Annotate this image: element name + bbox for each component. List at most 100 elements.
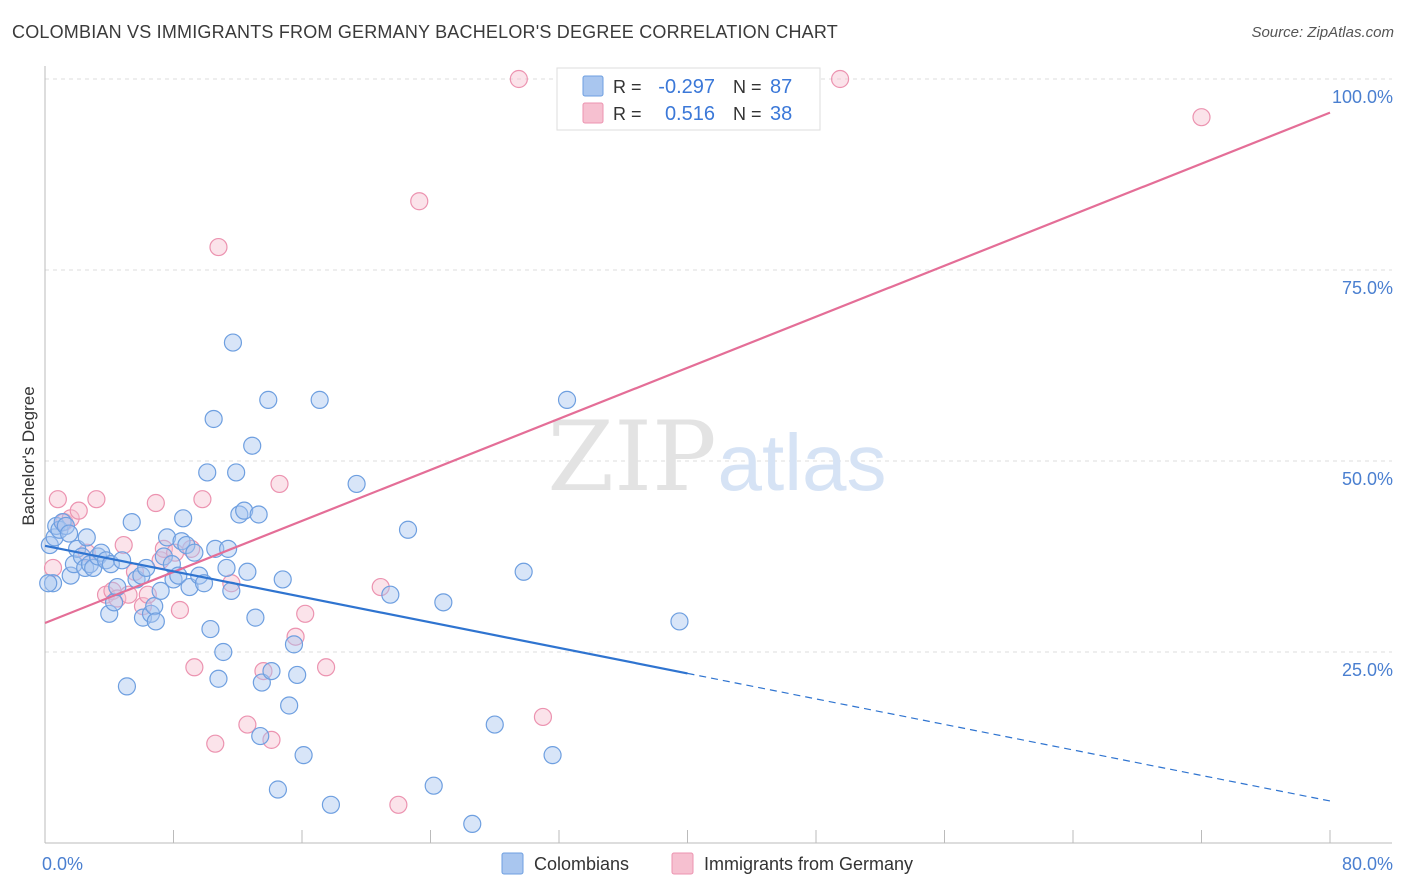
correlation-legend: R = -0.297 N = 87 R = 0.516 N = 38 — [556, 67, 821, 131]
pink-point — [533, 707, 553, 727]
blue-point — [157, 528, 177, 547]
axes — [44, 66, 1392, 844]
series-swatch-colombians — [501, 852, 524, 875]
grid-lines — [45, 78, 1392, 653]
legend-swatch-pink — [582, 102, 604, 124]
watermark-zip: ZIP — [547, 401, 716, 513]
series-label-germany: Immigrants from Germany — [704, 854, 913, 874]
pink-point — [154, 539, 173, 558]
pink-point — [146, 493, 165, 513]
pink-point — [262, 730, 281, 749]
blue-point — [381, 585, 400, 604]
pink-point — [389, 795, 408, 814]
series-label-colombians: Colombians — [534, 854, 629, 874]
blue-point — [100, 604, 119, 623]
blue-point — [145, 597, 164, 616]
blue-point — [185, 543, 204, 562]
blue-point — [238, 562, 257, 581]
blue-point — [204, 409, 223, 429]
pink-point — [270, 474, 289, 494]
pink-point — [371, 577, 390, 597]
blue-point — [223, 333, 243, 352]
pink-point — [1192, 108, 1211, 127]
y-axis-title: Bachelor's Degree — [19, 386, 38, 525]
series-legend: Colombians Immigrants from Germany — [501, 852, 913, 875]
blue-point — [61, 566, 80, 585]
blue-point — [117, 677, 137, 696]
blue-point — [198, 463, 217, 482]
blue-point — [514, 562, 533, 581]
blue-point — [122, 513, 141, 532]
y-tick-label: 50.0% — [1342, 469, 1393, 489]
pink-point — [830, 69, 850, 89]
legend-n-value-pink: 38 — [770, 103, 792, 125]
blue-point — [146, 612, 165, 631]
blue-point — [243, 436, 262, 455]
blue-point — [347, 474, 366, 494]
blue-point — [151, 581, 170, 600]
blue-point — [246, 608, 265, 627]
legend-r-value-blue: -0.297 — [658, 76, 715, 98]
blue-point — [235, 501, 254, 520]
y-tick-label: 100.0% — [1332, 87, 1393, 107]
blue-trend-line-projection — [687, 672, 1331, 802]
pink-point — [286, 627, 305, 646]
blue-point — [310, 390, 329, 409]
pink-point — [193, 490, 212, 509]
blue-point — [485, 715, 504, 734]
blue-points — [39, 333, 689, 834]
blue-point — [424, 776, 443, 795]
blue-point — [268, 780, 288, 799]
pink-point — [410, 192, 429, 211]
blue-point — [108, 577, 127, 597]
legend-r-label-blue: R = — [613, 77, 642, 97]
blue-point — [434, 593, 453, 612]
legend-n-value-blue: 87 — [770, 76, 792, 98]
blue-point — [288, 665, 307, 685]
pink-point — [316, 658, 336, 677]
x-tick-labels: 0.0% 80.0% — [42, 854, 1393, 874]
blue-point — [251, 726, 270, 746]
pink-point — [43, 558, 63, 578]
blue-point — [557, 390, 577, 409]
blue-point — [321, 795, 341, 814]
x-tick-label: 80.0% — [1342, 854, 1393, 874]
blue-point — [262, 661, 281, 681]
pink-point — [87, 490, 106, 509]
blue-point — [214, 642, 233, 662]
pink-point — [114, 535, 133, 555]
legend-r-label-pink: R = — [613, 104, 642, 124]
legend-n-label-blue: N = — [733, 77, 762, 97]
y-tick-label: 75.0% — [1342, 278, 1393, 298]
blue-point — [77, 528, 96, 547]
blue-point — [259, 390, 278, 409]
blue-point — [227, 463, 246, 482]
pink-point — [69, 501, 88, 520]
blue-point — [463, 814, 482, 834]
blue-trend-line — [44, 544, 688, 675]
blue-point — [543, 746, 562, 765]
pink-point — [209, 237, 228, 257]
legend-r-value-pink: 0.516 — [665, 103, 715, 125]
blue-point — [59, 524, 79, 543]
blue-point — [43, 574, 63, 593]
blue-point — [209, 669, 228, 688]
legend-swatch-blue — [582, 75, 604, 97]
source-label: Source: ZipAtlas.com — [1251, 24, 1394, 41]
y-tick-label: 25.0% — [1342, 660, 1393, 680]
chart-title: COLOMBIAN VS IMMIGRANTS FROM GERMANY BAC… — [12, 22, 838, 42]
pink-point — [185, 658, 204, 677]
pink-point — [509, 69, 528, 89]
pink-point — [170, 600, 190, 620]
pink-point — [206, 734, 225, 753]
blue-point — [174, 509, 193, 528]
pink-point — [238, 715, 257, 734]
y-tick-labels: 25.0% 50.0% 75.0% 100.0% — [1332, 87, 1393, 680]
blue-point — [249, 505, 268, 524]
blue-point — [39, 574, 58, 593]
blue-point — [284, 635, 304, 654]
blue-point — [273, 570, 292, 589]
blue-point — [201, 619, 220, 639]
blue-point — [398, 520, 418, 539]
